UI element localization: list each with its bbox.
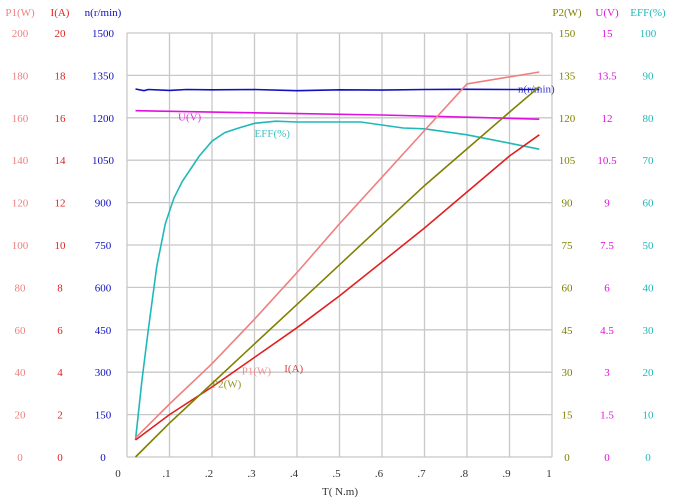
y-tick-label-u: 1.5	[600, 410, 614, 422]
y-tick-label-p2: 135	[559, 70, 576, 82]
y-tick-label-eff: 10	[643, 410, 655, 422]
x-tick-label: .7	[417, 468, 426, 480]
y-tick-label-p2: 90	[562, 198, 574, 210]
y-tick-label-p1: 200	[12, 28, 29, 40]
y-tick-label-p2: 0	[564, 452, 570, 464]
y-tick-label-p2: 75	[562, 240, 574, 252]
y-tick-label-eff: 20	[643, 367, 655, 379]
y-tick-label-eff: 40	[643, 282, 655, 294]
y-tick-label-u: 15	[602, 28, 614, 40]
y-tick-label-eff: 80	[643, 113, 655, 125]
y-tick-label-p1: 120	[12, 198, 29, 210]
y-tick-label-p1: 60	[15, 325, 27, 337]
y-tick-label-i: 14	[55, 155, 67, 167]
x-tick-label: .8	[460, 468, 469, 480]
y-tick-label-n: 600	[95, 282, 112, 294]
y-tick-label-p1: 20	[15, 410, 27, 422]
y-tick-label-i: 2	[57, 410, 63, 422]
y-tick-label-p2: 120	[559, 113, 576, 125]
y-tick-label-u: 4.5	[600, 325, 614, 337]
y-tick-label-p1: 100	[12, 240, 29, 252]
y-tick-label-u: 0	[604, 452, 610, 464]
x-tick-label: .4	[290, 468, 299, 480]
series-line-p2	[134, 86, 540, 458]
x-tick-label: .2	[205, 468, 213, 480]
y-tick-label-p1: 160	[12, 113, 29, 125]
series-line-n	[135, 88, 540, 92]
y-tick-label-n: 0	[100, 452, 106, 464]
x-tick-label: .9	[502, 468, 511, 480]
y-tick-label-i: 0	[57, 452, 63, 464]
y-tick-label-i: 6	[57, 325, 63, 337]
y-tick-label-p1: 180	[12, 70, 29, 82]
y-tick-label-u: 9	[604, 198, 610, 210]
y-tick-label-p2: 60	[562, 282, 574, 294]
y-tick-label-u: 10.5	[597, 155, 617, 167]
y-tick-label-eff: 30	[643, 325, 655, 337]
y-tick-label-n: 1350	[92, 70, 115, 82]
y-tick-label-n: 1050	[92, 155, 115, 167]
y-tick-label-u: 7.5	[600, 240, 614, 252]
series-label-i: I(A)	[284, 363, 303, 375]
y-tick-label-u: 13.5	[597, 70, 617, 82]
y-tick-label-p2: 105	[559, 155, 576, 167]
series-label-eff: EFF(%)	[255, 128, 291, 140]
y-tick-label-u: 3	[604, 367, 610, 379]
y-tick-label-eff: 100	[640, 28, 657, 40]
x-tick-label: .5	[332, 468, 341, 480]
x-tick-label: 1	[546, 468, 552, 480]
series-label-p1: P1(W)	[242, 365, 272, 377]
y-tick-label-i: 4	[57, 367, 63, 379]
y-tick-label-p1: 140	[12, 155, 29, 167]
y-tick-label-eff: 70	[643, 155, 655, 167]
y-tick-label-n: 750	[95, 240, 112, 252]
y-tick-label-i: 12	[55, 198, 66, 210]
y-tick-label-p2: 30	[562, 367, 574, 379]
y-tick-label-p2: 150	[559, 28, 576, 40]
x-tick-label: 0	[115, 468, 121, 480]
series-label-p2: P2(W)	[212, 379, 242, 391]
series-line-p1	[134, 71, 540, 439]
axis-title-p2: P2(W)	[552, 7, 582, 19]
y-tick-label-n: 150	[95, 410, 112, 422]
axis-title-eff: EFF(%)	[630, 7, 666, 19]
axis-title-n: n(r/min)	[85, 7, 122, 19]
y-tick-label-i: 16	[55, 113, 67, 125]
y-tick-label-p1: 80	[15, 282, 27, 294]
y-tick-label-n: 450	[95, 325, 112, 337]
x-axis-title: T( N.m)	[322, 486, 358, 498]
y-tick-label-i: 10	[55, 240, 67, 252]
series-line-u	[135, 109, 540, 120]
y-tick-label-eff: 50	[643, 240, 655, 252]
y-tick-label-p2: 45	[562, 325, 574, 337]
y-tick-label-n: 300	[95, 367, 112, 379]
y-tick-label-n: 900	[95, 198, 112, 210]
y-tick-label-n: 1200	[92, 113, 115, 125]
y-tick-label-eff: 90	[643, 70, 655, 82]
y-tick-label-eff: 0	[645, 452, 651, 464]
axis-title-p1: P1(W)	[5, 7, 35, 19]
y-tick-label-i: 18	[55, 70, 67, 82]
axis-title-i: I(A)	[51, 7, 70, 19]
x-tick-label: .6	[375, 468, 384, 480]
y-tick-label-n: 1500	[92, 28, 115, 40]
y-tick-label-i: 20	[55, 28, 67, 40]
y-tick-label-p1: 0	[17, 452, 23, 464]
y-tick-label-p2: 15	[562, 410, 574, 422]
x-tick-label: .1	[162, 468, 170, 480]
x-tick-label: .3	[247, 468, 256, 480]
series-line-eff	[134, 120, 540, 441]
y-tick-label-u: 6	[604, 282, 610, 294]
y-tick-label-eff: 60	[643, 198, 655, 210]
series-label-u: U(V)	[178, 112, 202, 124]
y-tick-label-p1: 40	[15, 367, 27, 379]
axis-title-u: U(V)	[595, 7, 619, 19]
y-tick-label-u: 12	[602, 113, 613, 125]
y-tick-label-i: 8	[57, 282, 63, 294]
